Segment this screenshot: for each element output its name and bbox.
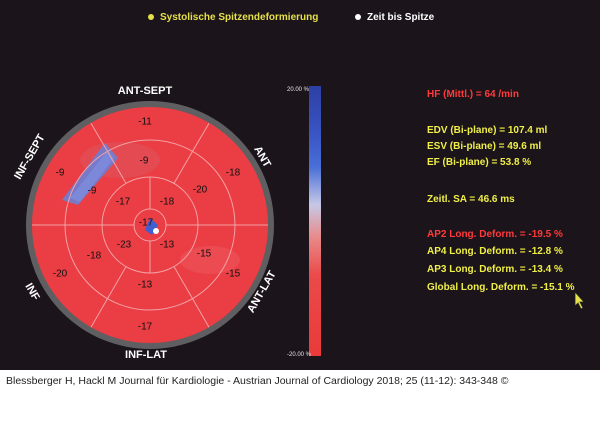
heart-rate-value: HF (Mittl.) = 64 /min <box>427 89 519 100</box>
echo-screen: Systolische Spitzendeformierung Zeit bis… <box>0 0 600 370</box>
segment-basal-inf-sept: -9 <box>56 168 65 179</box>
legend-peak-label: Systolische Spitzendeformierung <box>160 12 319 23</box>
image-caption: Blessberger H, Hackl M Journal für Kardi… <box>6 375 509 387</box>
mouse-cursor-icon <box>574 291 585 310</box>
segment-mid-inf-lat: -13 <box>138 280 153 291</box>
segment-mid-ant-lat: -15 <box>197 249 212 260</box>
segment-mid-ant: -20 <box>193 185 208 196</box>
apex-marker-dot <box>153 228 159 234</box>
wall-label-inf-lat: INF-LAT <box>125 349 167 361</box>
bullseye-plot: -11 -18 -15 -17 -20 -9 -9 -20 -15 -13 -1… <box>12 85 279 361</box>
segment-mid-inf: -18 <box>87 251 102 262</box>
wall-label-ant-sept: ANT-SEPT <box>118 85 173 97</box>
legend-peak-deformation: Systolische Spitzendeformierung <box>148 12 318 23</box>
colorbar-min-label: -20.00 % <box>287 352 312 358</box>
segment-basal-ant-sept: -11 <box>138 117 152 128</box>
low-strain-patch-inner <box>70 150 114 202</box>
legend-time-label: Zeit bis Spitze <box>367 12 435 23</box>
edv-value: EDV (Bi-plane) = 107.4 ml <box>427 125 548 136</box>
ef-value: EF (Bi-plane) = 53.8 % <box>427 157 532 168</box>
esv-value: ESV (Bi-plane) = 49.6 ml <box>427 141 542 152</box>
segment-basal-inf-lat: -17 <box>138 322 153 333</box>
colorbar-max-label: 20.00 % <box>287 87 310 93</box>
segment-apical-inf: -23 <box>117 240 132 251</box>
wall-label-inf: INF <box>22 281 41 303</box>
segment-apical-sept: -17 <box>116 197 131 208</box>
strain-colorbar <box>309 86 321 356</box>
segment-basal-inf: -20 <box>53 269 68 280</box>
segment-basal-ant-lat: -15 <box>226 269 241 280</box>
segment-mid-inf-sept: -9 <box>88 186 97 197</box>
legend-time-to-peak: Zeit bis Spitze <box>355 12 434 23</box>
segment-apex: -17 <box>139 218 154 229</box>
texture-patch <box>180 246 240 274</box>
ap4-deformation-value: AP4 Long. Deform. = -12.8 % <box>427 246 563 257</box>
apex-marker <box>145 218 158 235</box>
yellow-dot-icon <box>148 14 154 21</box>
radial-dividers <box>32 123 268 328</box>
segment-apical-lat: -13 <box>160 240 175 251</box>
segment-apical-ant: -18 <box>160 197 175 208</box>
time-sa-value: Zeitl. SA = 46.6 ms <box>427 194 515 205</box>
global-deformation-value: Global Long. Deform. = -15.1 % <box>427 282 575 293</box>
white-dot-icon <box>355 14 361 21</box>
segment-mid-ant-sept: -9 <box>140 156 149 167</box>
ap2-deformation-value: AP2 Long. Deform. = -19.5 % <box>427 229 563 240</box>
ap3-deformation-value: AP3 Long. Deform. = -13.4 % <box>427 264 563 275</box>
segment-basal-ant: -18 <box>226 168 241 179</box>
